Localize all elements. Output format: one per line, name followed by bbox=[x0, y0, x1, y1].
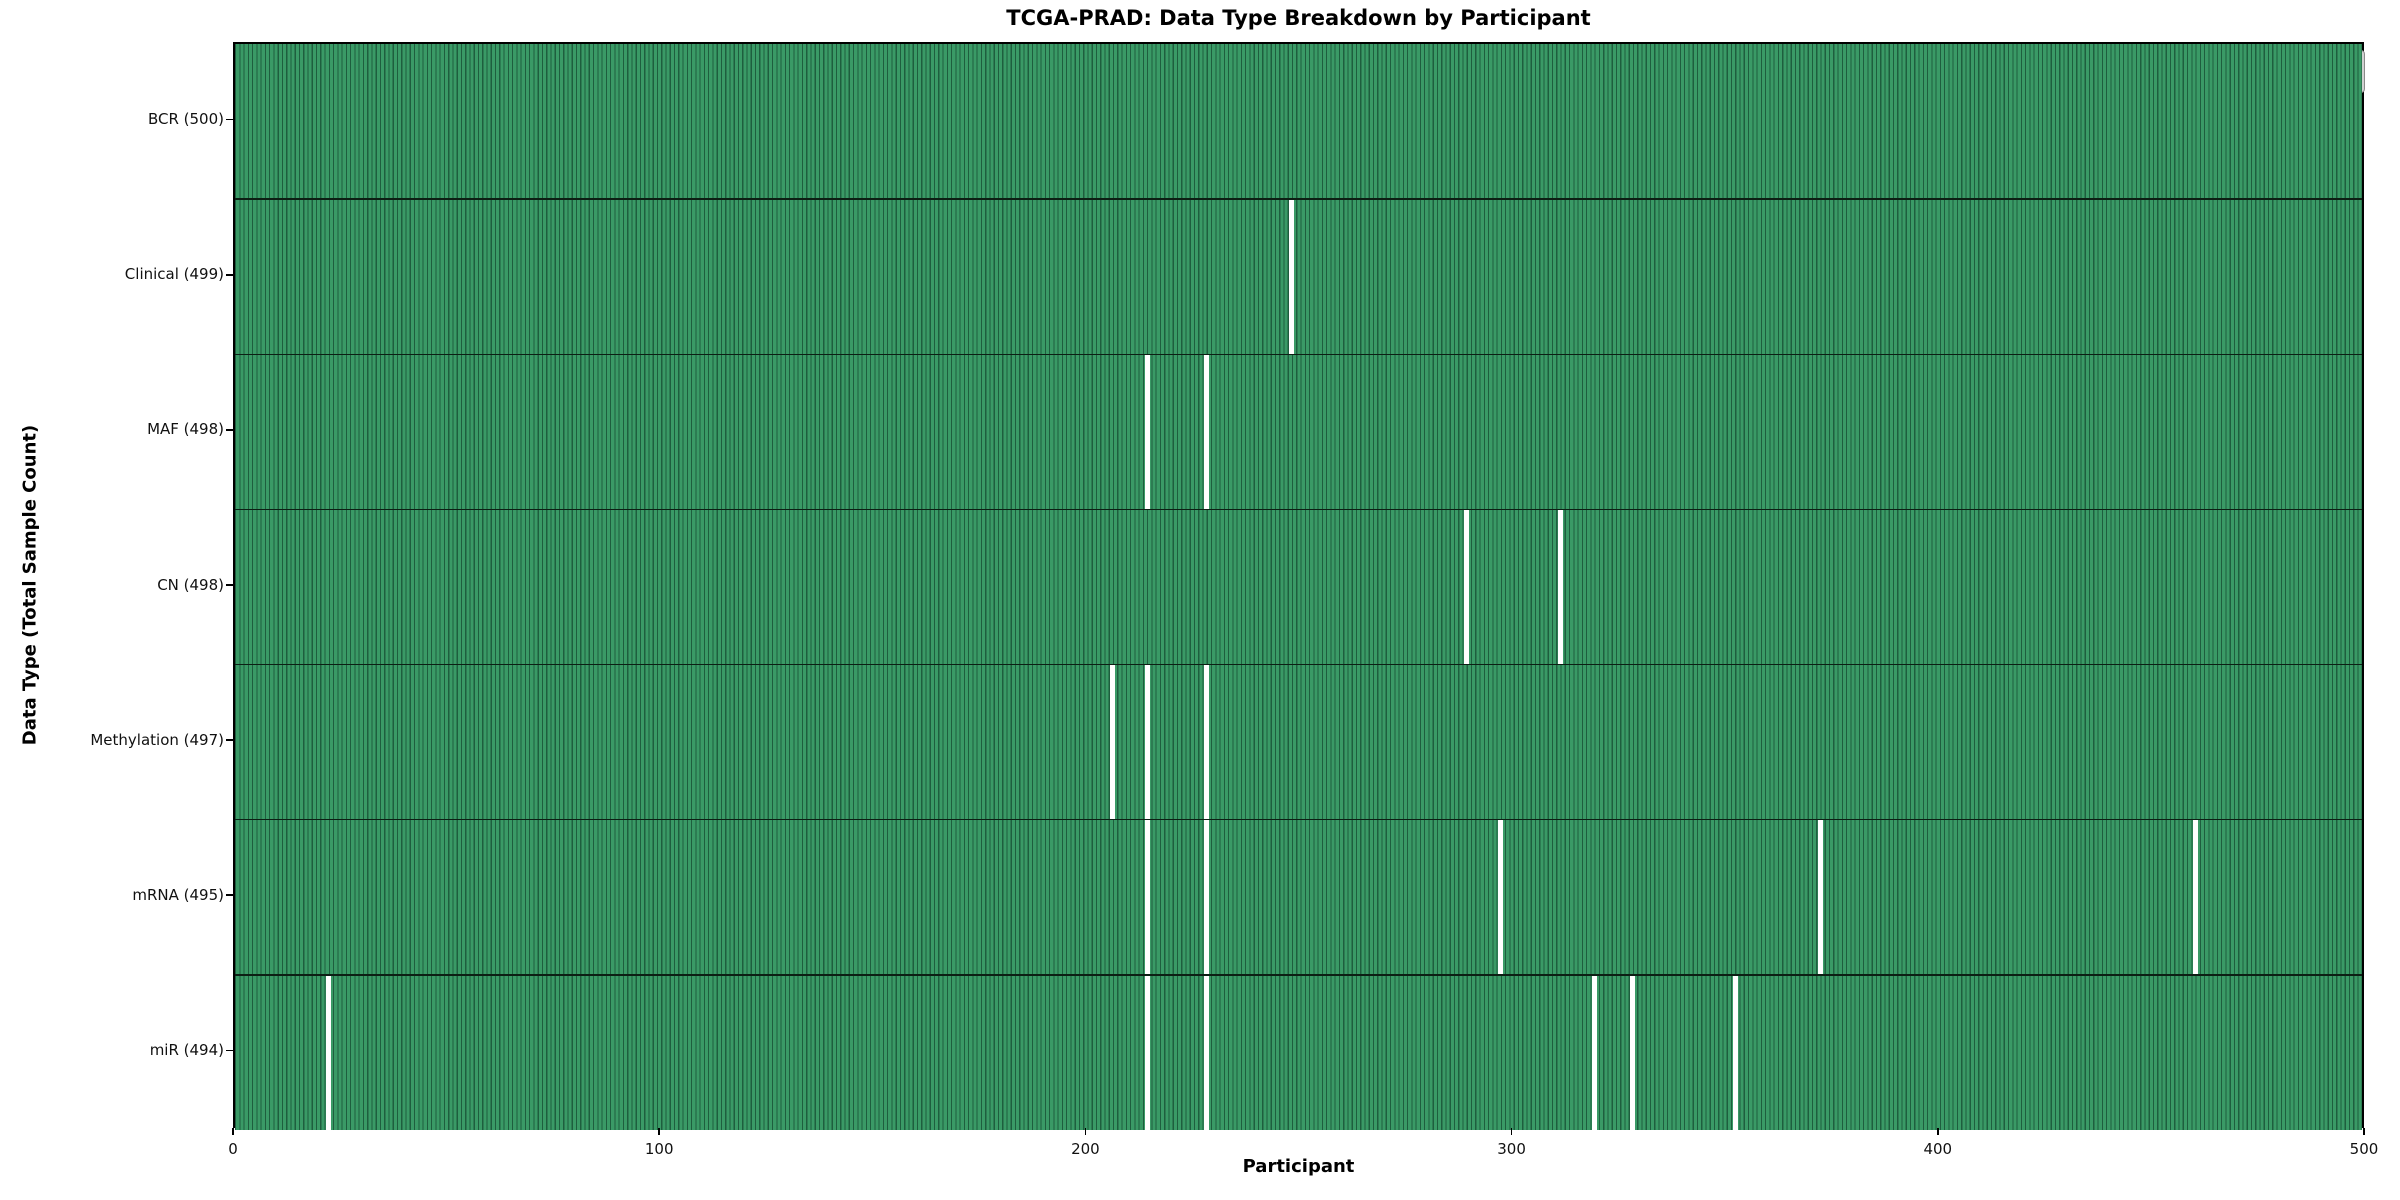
absent-gap bbox=[326, 974, 332, 1130]
absent-gap bbox=[1204, 974, 1210, 1130]
y-tick-mark bbox=[226, 1049, 233, 1052]
absent-gap bbox=[1592, 974, 1598, 1130]
row-track-Clinical bbox=[235, 199, 2362, 355]
x-tick-label: 0 bbox=[228, 1140, 238, 1158]
row-label-miR: miR (494) bbox=[149, 1040, 224, 1059]
row-label-mRNA: mRNA (495) bbox=[132, 885, 224, 904]
absent-gap bbox=[1557, 509, 1563, 665]
y-tick-mark bbox=[226, 429, 233, 431]
x-tick-mark bbox=[1084, 1128, 1087, 1135]
absent-gap bbox=[1204, 354, 1210, 510]
absent-gap bbox=[1498, 819, 1504, 975]
x-tick-mark bbox=[1937, 1128, 1939, 1135]
absent-gap bbox=[1144, 974, 1150, 1130]
row-divider bbox=[235, 353, 2362, 356]
absent-gap bbox=[2192, 819, 2198, 975]
absent-gap bbox=[1732, 974, 1738, 1130]
chart-title: TCGA-PRAD: Data Type Breakdown by Partic… bbox=[1006, 6, 1591, 30]
x-tick-label: 100 bbox=[644, 1140, 674, 1158]
absent-gap bbox=[1817, 819, 1823, 975]
y-tick-mark bbox=[226, 894, 233, 897]
y-tick-mark bbox=[226, 584, 233, 586]
row-track-mRNA bbox=[235, 819, 2362, 975]
absent-gap bbox=[1204, 819, 1210, 975]
x-tick-mark bbox=[232, 1128, 234, 1135]
row-track-miR bbox=[235, 974, 2362, 1130]
x-tick-label: 400 bbox=[1923, 1140, 1953, 1158]
row-divider bbox=[235, 974, 2362, 976]
absent-gap bbox=[1630, 974, 1636, 1130]
absent-gap bbox=[1110, 664, 1116, 820]
x-tick-label: 500 bbox=[2349, 1140, 2379, 1158]
row-track-BCR bbox=[235, 44, 2362, 200]
row-divider bbox=[235, 508, 2362, 511]
row-label-Clinical: Clinical (499) bbox=[124, 265, 224, 284]
x-tick-mark bbox=[2363, 1128, 2365, 1135]
y-tick-mark bbox=[226, 739, 233, 741]
x-axis-label: Participant bbox=[1242, 1156, 1355, 1177]
y-tick-mark bbox=[226, 118, 233, 121]
row-label-Methylation: Methylation (497) bbox=[90, 730, 224, 749]
x-tick-mark bbox=[658, 1128, 660, 1135]
row-track-CN bbox=[235, 509, 2362, 665]
x-tick-mark bbox=[1510, 1128, 1513, 1135]
row-divider bbox=[235, 663, 2362, 666]
absent-gap bbox=[1289, 199, 1295, 355]
absent-gap bbox=[1464, 509, 1470, 665]
absent-gap bbox=[1204, 664, 1210, 820]
y-tick-mark bbox=[226, 273, 233, 276]
absent-gap bbox=[1144, 664, 1150, 820]
row-label-CN: CN (498) bbox=[157, 575, 224, 594]
row-divider bbox=[235, 818, 2362, 821]
row-track-Methylation bbox=[235, 664, 2362, 820]
x-tick-label: 200 bbox=[1071, 1140, 1100, 1158]
x-tick-label: 300 bbox=[1497, 1140, 1526, 1158]
row-divider bbox=[235, 198, 2362, 200]
absent-gap bbox=[1144, 819, 1150, 975]
row-track-MAF bbox=[235, 354, 2362, 510]
row-label-MAF: MAF (498) bbox=[147, 420, 224, 439]
plot-area: Present Absent bbox=[233, 42, 2365, 1130]
absent-gap bbox=[1144, 354, 1150, 510]
row-label-BCR: BCR (500) bbox=[147, 110, 224, 129]
